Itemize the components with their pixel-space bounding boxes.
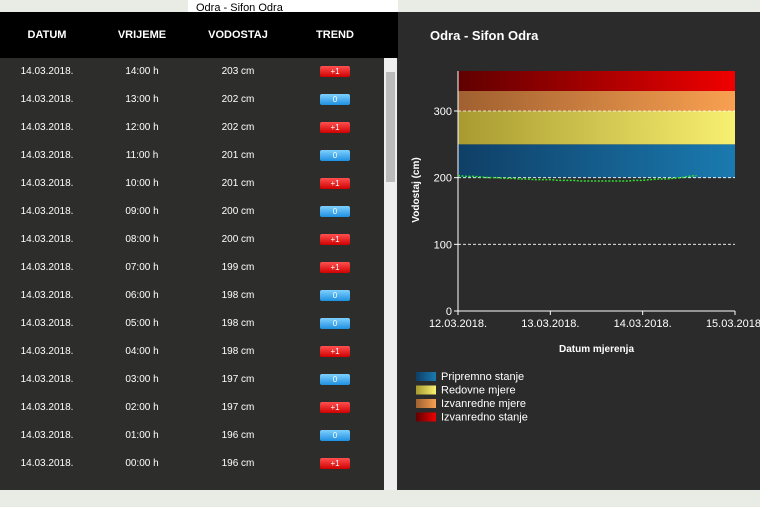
table-cell: 14.03.2018. <box>20 318 74 329</box>
table-cell: 14.03.2018. <box>20 178 74 189</box>
table-cell: 01:00 h <box>125 430 159 441</box>
trend-badge[interactable]: +1 <box>320 234 350 245</box>
column-header: DATUM <box>27 29 67 41</box>
column-header: VRIJEME <box>117 29 167 41</box>
legend-swatch <box>416 412 436 422</box>
table-cell: 14.03.2018. <box>20 206 74 217</box>
table-cell: 14.03.2018. <box>20 430 74 441</box>
table-cell: 13:00 h <box>125 94 159 105</box>
table-cell: 14.03.2018. <box>20 458 74 469</box>
table-cell: 14.03.2018. <box>20 234 74 245</box>
table-cell: 00:00 h <box>125 458 159 469</box>
trend-badge[interactable]: 0 <box>320 318 350 329</box>
legend-swatch <box>416 372 436 381</box>
legend-label: Pripremno stanje <box>441 371 524 383</box>
legend-swatch <box>416 385 436 395</box>
y-tick-label: 100 <box>434 239 452 251</box>
chart-panel: Pripremno stanje Redovne mjere Izvanredne … <box>398 12 760 490</box>
band <box>458 91 735 111</box>
trend-badge[interactable]: 0 <box>320 374 350 385</box>
table-cell: 197 cm <box>221 402 255 413</box>
x-tick-label: 13.03.2018. <box>521 318 579 330</box>
y-tick-label: 0 <box>446 306 452 318</box>
table-cell: 201 cm <box>221 178 255 189</box>
trend-badge[interactable]: 0 <box>320 290 350 301</box>
map-tab[interactable]: Odra - Sifon Odra <box>188 0 398 14</box>
x-axis-title: Datum mjerenja <box>559 344 634 355</box>
scroll-thumb[interactable] <box>386 72 395 182</box>
table-cell: 198 cm <box>221 290 255 301</box>
band <box>458 111 735 145</box>
table-cell: 14.03.2018. <box>20 262 74 273</box>
x-tick-label: 12.03.2018. <box>429 318 487 330</box>
table-cell: 07:00 h <box>125 262 159 273</box>
table-cell: 201 cm <box>221 150 255 161</box>
trend-badge[interactable]: +1 <box>320 122 350 133</box>
trend-badge[interactable]: +1 <box>320 346 350 357</box>
table-cell: 02:00 h <box>125 402 159 413</box>
table-cell: 11:00 h <box>125 150 159 161</box>
trend-badge[interactable]: 0 <box>320 150 350 161</box>
table-cell: 14.03.2018. <box>20 346 74 357</box>
trend-badge[interactable]: 0 <box>320 430 350 441</box>
table-cell: 03:00 h <box>125 374 159 385</box>
table-cell: 14.03.2018. <box>20 374 74 385</box>
table-cell: 203 cm <box>221 66 255 77</box>
trend-badge[interactable]: +1 <box>320 66 350 77</box>
table-cell: 199 cm <box>221 262 255 273</box>
table-cell: 14.03.2018. <box>20 66 74 77</box>
table-panel: DATUM VRIJEME VODOSTAJ TREND 14.03.2018. 14:… <box>0 12 398 490</box>
table-cell: 202 cm <box>221 94 255 105</box>
table-cell: 197 cm <box>221 374 255 385</box>
data-line <box>457 174 697 182</box>
legend-label: Redovne mjere <box>441 385 516 397</box>
table-cell: 198 cm <box>221 318 255 329</box>
y-tick-label: 300 <box>434 106 452 118</box>
trend-badge[interactable]: +1 <box>320 402 350 413</box>
table-cell: 14.03.2018. <box>20 122 74 133</box>
legend-label: Izvanredno stanje <box>441 412 528 424</box>
table-cell: 06:00 h <box>125 290 159 301</box>
y-axis-title: Vodostaj (cm) <box>411 157 422 222</box>
table-header: DATUM VRIJEME VODOSTAJ TREND <box>0 12 398 58</box>
table-cell: 14.03.2018. <box>20 402 74 413</box>
table-cell: 200 cm <box>221 206 255 217</box>
trend-badge[interactable]: +1 <box>320 262 350 273</box>
legend-label: Izvanredne mjere <box>441 398 526 410</box>
table-cell: 14.03.2018. <box>20 94 74 105</box>
table-cell: 14.03.2018. <box>20 290 74 301</box>
table-cell: 09:00 h <box>125 206 159 217</box>
table-cell: 04:00 h <box>125 346 159 357</box>
table-cell: 196 cm <box>221 430 255 441</box>
table-cell: 10:00 h <box>125 178 159 189</box>
trend-badge[interactable]: +1 <box>320 458 350 469</box>
table-cell: 14.03.2018. <box>20 150 74 161</box>
y-tick-label: 200 <box>434 173 452 185</box>
table-cell: 200 cm <box>221 234 255 245</box>
table-cell: 14:00 h <box>125 66 159 77</box>
x-tick-label: 14.03.2018. <box>614 318 672 330</box>
chart-title: Odra - Sifon Odra <box>430 28 539 43</box>
table-cell: 198 cm <box>221 346 255 357</box>
table-cell: 196 cm <box>221 458 255 469</box>
table-cell: 05:00 h <box>125 318 159 329</box>
trend-badge[interactable]: 0 <box>320 206 350 217</box>
column-header: VODOSTAJ <box>208 29 268 41</box>
table-cell: 08:00 h <box>125 234 159 245</box>
column-header: TREND <box>316 29 354 41</box>
trend-badge[interactable]: +1 <box>320 178 350 189</box>
chart: Pripremno stanje Redovne mjereIzvanredne … <box>411 28 760 424</box>
table-cell: 202 cm <box>221 122 255 133</box>
trend-badge[interactable]: 0 <box>320 94 350 105</box>
x-tick-label: 15.03.2018. <box>706 318 760 330</box>
band <box>458 71 735 91</box>
band <box>458 144 735 178</box>
table-cell: 12:00 h <box>125 122 159 133</box>
legend-swatch <box>416 399 436 408</box>
